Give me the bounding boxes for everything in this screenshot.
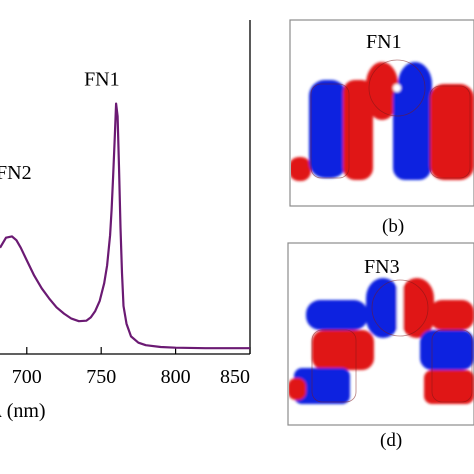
- x-tick-label: 800: [161, 366, 191, 388]
- center-node: [393, 84, 401, 92]
- red-lobe: [312, 330, 374, 370]
- x-tick-labels: 700 750 800 850: [12, 366, 250, 388]
- center-node: [397, 282, 403, 334]
- blue-lobe: [306, 300, 368, 330]
- red-lobe: [343, 80, 373, 180]
- blue-lobe: [294, 368, 350, 404]
- panel-d-caption: (d): [380, 430, 402, 451]
- blue-lobe: [366, 278, 400, 338]
- red-lobe: [430, 300, 474, 330]
- particle-outline-b: [310, 59, 471, 179]
- red-lobe: [424, 370, 474, 404]
- x-axis-label: λ (nm): [0, 400, 46, 422]
- peak-label-fn2: FN2: [0, 162, 32, 184]
- field-map-b: [291, 62, 474, 181]
- blue-lobe: [393, 85, 431, 180]
- field-map-panel-b: FN1 (b): [289, 19, 474, 237]
- panel-d-title: FN3: [364, 256, 400, 278]
- red-lobe: [291, 157, 311, 181]
- x-tick-label: 700: [12, 366, 42, 388]
- field-map-d: [289, 278, 474, 404]
- particle-outline-d: [311, 279, 473, 403]
- peak-label-fn1: FN1: [84, 69, 120, 91]
- blue-lobe: [420, 330, 474, 370]
- red-lobe: [400, 278, 434, 338]
- x-tick-label: 850: [220, 366, 250, 388]
- red-lobe: [430, 84, 474, 180]
- spectrum-line: [0, 102, 250, 350]
- red-lobe: [366, 62, 398, 120]
- blue-lobe: [309, 80, 347, 178]
- panel-b-caption: (b): [382, 216, 404, 237]
- x-tick-label: 750: [86, 366, 116, 388]
- field-map-panel-d: FN3 (d): [287, 242, 474, 451]
- red-lobe: [289, 378, 306, 400]
- spectrum-chart: 700 750 800 850 λ (nm) FN1 FN2: [0, 20, 251, 422]
- panel-b-title: FN1: [366, 31, 402, 53]
